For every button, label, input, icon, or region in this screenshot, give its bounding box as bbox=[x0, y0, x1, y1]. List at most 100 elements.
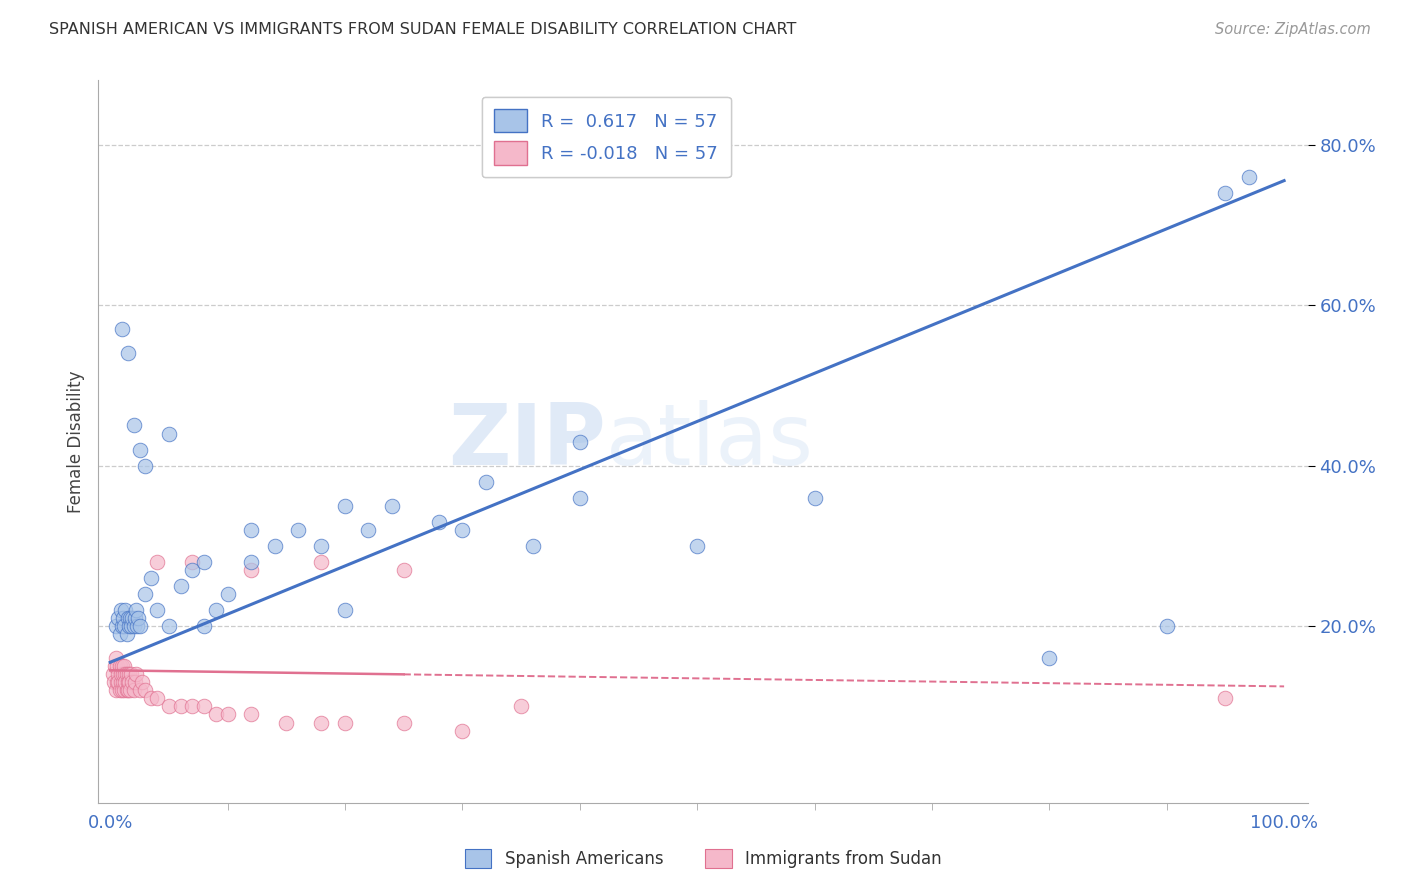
Point bbox=[686, 539, 709, 553]
Point bbox=[475, 475, 498, 489]
Point bbox=[117, 683, 139, 698]
Point bbox=[112, 611, 135, 625]
Point bbox=[522, 539, 544, 553]
Point bbox=[157, 426, 180, 441]
Point bbox=[146, 603, 169, 617]
Point bbox=[803, 491, 825, 505]
Point bbox=[122, 683, 145, 698]
Point bbox=[333, 603, 356, 617]
Point bbox=[392, 563, 415, 577]
Point bbox=[117, 346, 139, 360]
Point bbox=[118, 667, 141, 681]
Point bbox=[105, 659, 128, 673]
Point bbox=[108, 627, 131, 641]
Point bbox=[240, 707, 263, 722]
Text: Source: ZipAtlas.com: Source: ZipAtlas.com bbox=[1215, 22, 1371, 37]
Point bbox=[127, 611, 149, 625]
Point bbox=[115, 627, 138, 641]
Point bbox=[120, 667, 142, 681]
Point bbox=[204, 603, 226, 617]
Point bbox=[193, 555, 215, 569]
Point bbox=[117, 611, 139, 625]
Point bbox=[181, 555, 204, 569]
Point bbox=[311, 715, 333, 730]
Point bbox=[105, 651, 128, 665]
Point bbox=[134, 683, 156, 698]
Point bbox=[333, 499, 356, 513]
Y-axis label: Female Disability: Female Disability bbox=[66, 370, 84, 513]
Point bbox=[110, 667, 132, 681]
Point bbox=[115, 683, 138, 698]
Point bbox=[108, 683, 131, 698]
Point bbox=[127, 619, 149, 633]
Point bbox=[217, 707, 239, 722]
Point bbox=[169, 579, 191, 593]
Point bbox=[111, 619, 134, 633]
Point bbox=[240, 523, 263, 537]
Point bbox=[169, 699, 191, 714]
Point bbox=[146, 555, 169, 569]
Point bbox=[134, 587, 156, 601]
Point bbox=[112, 667, 135, 681]
Point bbox=[104, 659, 127, 673]
Point bbox=[107, 611, 129, 625]
Point bbox=[120, 683, 142, 698]
Point bbox=[333, 715, 356, 730]
Point bbox=[112, 659, 135, 673]
Point bbox=[427, 515, 450, 529]
Point bbox=[115, 667, 138, 681]
Point bbox=[510, 699, 533, 714]
Point bbox=[105, 619, 128, 633]
Point bbox=[110, 603, 132, 617]
Point bbox=[122, 418, 145, 433]
Point bbox=[118, 675, 141, 690]
Point bbox=[118, 619, 141, 633]
Point bbox=[114, 603, 136, 617]
Point bbox=[157, 699, 180, 714]
Legend: Spanish Americans, Immigrants from Sudan: Spanish Americans, Immigrants from Sudan bbox=[458, 842, 948, 875]
Point bbox=[451, 523, 474, 537]
Point bbox=[110, 675, 132, 690]
Point bbox=[125, 603, 148, 617]
Point bbox=[122, 619, 145, 633]
Point bbox=[107, 675, 129, 690]
Point bbox=[276, 715, 298, 730]
Point bbox=[120, 619, 142, 633]
Point bbox=[141, 571, 163, 585]
Point bbox=[112, 683, 135, 698]
Point bbox=[193, 619, 215, 633]
Point bbox=[181, 699, 204, 714]
Point bbox=[1215, 186, 1237, 200]
Point bbox=[1038, 651, 1060, 665]
Point bbox=[263, 539, 285, 553]
Point bbox=[131, 675, 153, 690]
Point bbox=[217, 587, 239, 601]
Point bbox=[101, 667, 124, 681]
Point bbox=[568, 491, 591, 505]
Point bbox=[311, 555, 333, 569]
Point bbox=[204, 707, 226, 722]
Point bbox=[128, 683, 150, 698]
Point bbox=[103, 675, 125, 690]
Point bbox=[451, 723, 474, 738]
Point bbox=[128, 442, 150, 457]
Point bbox=[105, 683, 128, 698]
Text: atlas: atlas bbox=[606, 400, 814, 483]
Point bbox=[111, 683, 134, 698]
Point bbox=[134, 458, 156, 473]
Point bbox=[1156, 619, 1178, 633]
Point bbox=[125, 667, 148, 681]
Point bbox=[193, 699, 215, 714]
Point bbox=[1237, 169, 1260, 184]
Point bbox=[105, 675, 128, 690]
Point bbox=[111, 322, 134, 336]
Point bbox=[128, 619, 150, 633]
Legend: R =  0.617   N = 57, R = -0.018   N = 57: R = 0.617 N = 57, R = -0.018 N = 57 bbox=[482, 96, 731, 178]
Point bbox=[1215, 691, 1237, 706]
Point bbox=[392, 715, 415, 730]
Point bbox=[357, 523, 380, 537]
Text: ZIP: ZIP bbox=[449, 400, 606, 483]
Point bbox=[287, 523, 309, 537]
Point bbox=[141, 691, 163, 706]
Point bbox=[120, 611, 142, 625]
